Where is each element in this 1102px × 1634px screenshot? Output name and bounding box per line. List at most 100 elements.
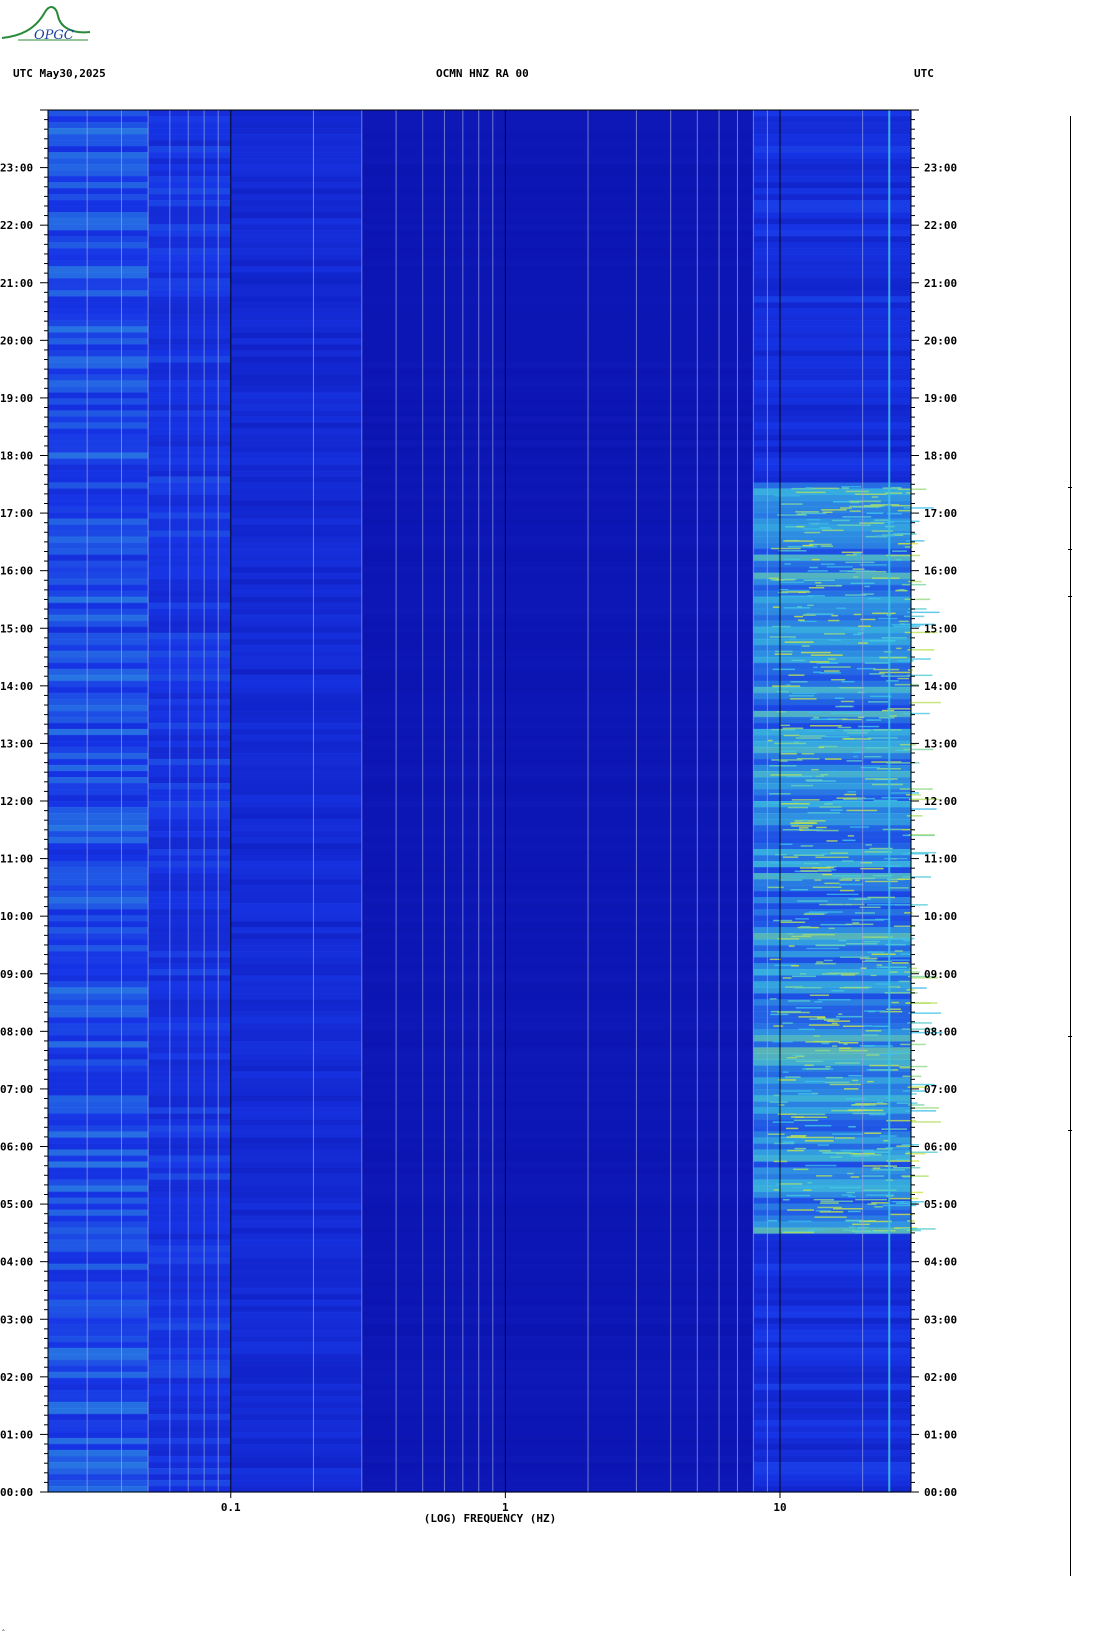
spectrogram-energy-streak <box>791 1186 823 1189</box>
spectrogram-band-row <box>361 1053 754 1060</box>
spectrogram-band-row <box>361 374 754 381</box>
spectrogram-band-row <box>48 1449 149 1457</box>
spectrogram-energy-streak <box>787 933 794 935</box>
spectrogram-energy-streak <box>787 545 817 548</box>
spectrogram-band-row <box>48 1486 149 1493</box>
spectrogram-band-row <box>230 116 362 123</box>
spectrogram-band-row <box>148 140 231 147</box>
spectrogram-band-row <box>230 1053 362 1060</box>
spectrogram-band-row <box>361 1233 754 1241</box>
spectrogram-energy-streak <box>776 711 786 713</box>
spectrogram-band-row <box>148 494 231 502</box>
spectrogram-band-row <box>148 698 231 706</box>
spectrogram-energy-streak <box>846 943 878 945</box>
spectrogram-energy-streak <box>819 745 838 748</box>
spectrogram-energy-streak <box>871 1202 889 1204</box>
spectrogram-band-row <box>361 140 754 147</box>
spectrogram-band-row <box>753 476 911 484</box>
spectrogram-band-row <box>753 1215 911 1223</box>
spectrogram-band-row <box>361 1071 754 1078</box>
spectrogram-energy-streak <box>769 998 777 1000</box>
spectrogram-band-row <box>148 284 231 291</box>
spectrogram-energy-streak <box>830 712 862 714</box>
spectrogram-band-row <box>230 1455 362 1463</box>
spectrogram-energy-streak <box>910 977 939 979</box>
spectrogram-band-row <box>361 1449 754 1457</box>
spectrogram-band-row <box>230 746 362 754</box>
spectrogram-energy-streak <box>905 1110 937 1112</box>
spectrogram-energy-streak <box>820 923 852 926</box>
spectrogram-band-row <box>148 224 231 231</box>
spectrogram-band-row <box>148 530 231 538</box>
spectrogram-band-row <box>753 771 911 778</box>
spectrogram-energy-streak <box>841 974 856 976</box>
spectrogram-band-row <box>753 614 911 622</box>
spectrogram-energy-streak <box>889 1197 919 1200</box>
spectrogram-band-row <box>148 843 231 850</box>
spectrogram-band-row <box>753 1083 911 1090</box>
spectrogram-energy-streak <box>876 966 908 969</box>
spectrogram-band-row <box>361 680 754 688</box>
spectrogram-band-row <box>361 290 754 297</box>
y-tick-label-left: 04:00 <box>0 1256 33 1269</box>
spectrogram-energy-streak <box>813 666 818 669</box>
spectrogram-energy-streak <box>841 877 875 880</box>
spectrogram-band-row <box>230 1486 362 1493</box>
spectrogram-energy-streak <box>795 511 819 513</box>
spectrogram-band-row <box>148 1197 231 1205</box>
spectrogram-energy-streak <box>772 686 802 689</box>
spectrogram-band-row <box>230 1005 362 1012</box>
spectrogram-energy-streak <box>769 802 779 804</box>
spectrogram-band-row <box>230 951 362 958</box>
spectrogram-band-row <box>48 1245 149 1253</box>
spectrogram-energy-streak <box>821 853 829 855</box>
spectrogram-band-row <box>48 993 149 1000</box>
spectrogram-band-row <box>148 512 231 520</box>
spectrogram-energy-streak <box>797 1093 816 1095</box>
spectrogram-band-row <box>148 176 231 183</box>
spectrogram-band-row <box>361 1323 754 1331</box>
spectrogram-band-row <box>48 825 149 832</box>
y-tick-label-right: 23:00 <box>924 162 957 175</box>
spectrogram-energy-streak <box>812 886 842 888</box>
spectrogram-band-row <box>48 891 149 898</box>
spectrogram-energy-streak <box>841 718 862 721</box>
spectrogram-band-row <box>361 1269 754 1277</box>
spectrogram-band-row <box>230 326 362 333</box>
spectrogram-band-row <box>148 236 231 243</box>
spectrogram-band-row <box>361 897 754 904</box>
spectrogram-band-row <box>753 236 911 243</box>
spectrogram-band-row <box>361 783 754 790</box>
spectrogram-energy-streak <box>888 1051 912 1053</box>
spectrogram-band-row <box>48 885 149 892</box>
spectrogram-band-row <box>148 116 231 123</box>
spectrogram-energy-streak <box>836 797 866 799</box>
spectrogram-band-row <box>48 578 149 586</box>
spectrogram-energy-streak <box>848 1075 863 1077</box>
spectrogram-energy-streak <box>777 938 800 940</box>
spectrogram-band-row <box>230 855 362 862</box>
spectrogram-band-row <box>48 963 149 970</box>
spectrogram-energy-streak <box>788 674 805 676</box>
spectrogram-energy-streak <box>907 658 931 660</box>
spectrogram-band-row <box>230 1047 362 1054</box>
spectrogram-band-row <box>361 584 754 592</box>
spectrogram-band-row <box>753 734 911 742</box>
spectrogram-energy-streak <box>908 1104 925 1106</box>
spectrogram-energy-streak <box>844 903 865 906</box>
spectrogram-band-row <box>48 807 149 814</box>
spectrogram-band-row <box>48 620 149 628</box>
spectrogram-energy-streak <box>835 705 854 708</box>
spectrogram-energy-streak <box>852 1112 886 1115</box>
spectrogram-band-row <box>361 530 754 538</box>
spectrogram-band-row <box>361 1359 754 1367</box>
spectrogram-band-row <box>148 1443 231 1451</box>
spectrogram-band-row <box>48 1341 149 1349</box>
spectrogram-band-row <box>230 771 362 778</box>
footer-mark: ‸ <box>2 1622 5 1631</box>
spectrogram-energy-streak <box>908 1228 936 1230</box>
spectrogram-energy-streak <box>847 835 855 837</box>
spectrogram-band-row <box>753 374 911 381</box>
spectrogram-band-row <box>753 1425 911 1433</box>
